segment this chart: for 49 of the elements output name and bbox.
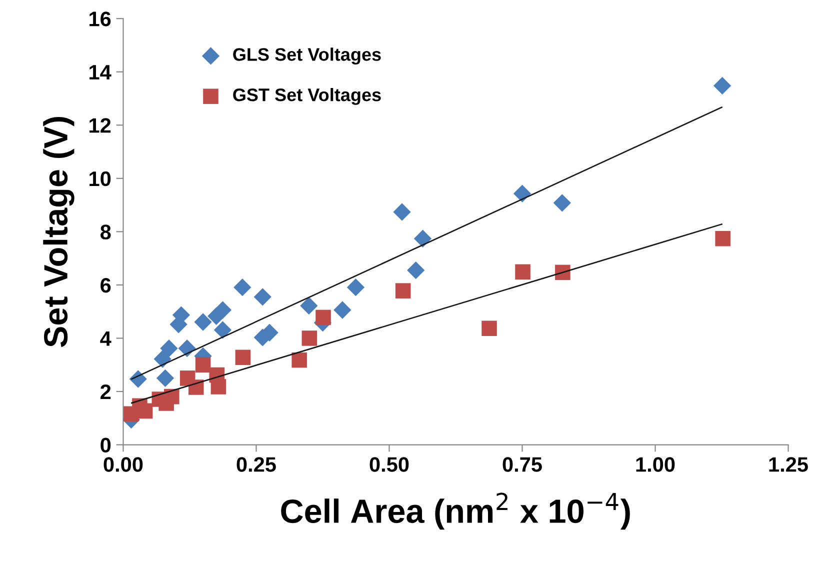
x-tick-label: 1.00 <box>636 457 675 472</box>
y-tick-label: 6 <box>100 278 111 293</box>
x-tick-label: 1.25 <box>769 457 808 472</box>
point <box>406 261 425 280</box>
point <box>156 369 174 388</box>
x-tick-label: 0.25 <box>236 457 276 472</box>
y-tick-label: 10 <box>90 171 111 186</box>
point <box>414 230 432 248</box>
y-tick-label: 14 <box>90 65 112 80</box>
point <box>300 296 318 315</box>
y-tick-label: 0 <box>100 438 111 453</box>
point <box>553 194 571 212</box>
point <box>346 278 365 296</box>
point <box>164 388 180 404</box>
point <box>302 330 318 346</box>
point <box>137 403 153 419</box>
point <box>214 321 232 339</box>
y-axis-title: Set Voltage (V) <box>43 116 74 348</box>
point <box>316 310 331 326</box>
y-tick-label: 4 <box>100 331 112 346</box>
point <box>515 264 530 280</box>
point <box>214 301 232 319</box>
point <box>254 288 272 306</box>
x-tick-label: 0.00 <box>104 457 143 472</box>
point <box>482 320 497 336</box>
point <box>513 184 532 202</box>
x-tick-label: 0.50 <box>370 457 409 472</box>
point <box>235 350 251 366</box>
point <box>234 278 252 296</box>
point <box>395 283 411 298</box>
x-axis-title: Cell Area (nm$^{2}$ x 10$^{−4}$) <box>281 492 630 530</box>
y-tick-label: 2 <box>100 384 111 400</box>
point <box>195 357 211 372</box>
point <box>393 203 411 221</box>
x-tick-label: 0.75 <box>502 457 542 472</box>
legend-label: GST Set Voltages <box>233 88 381 105</box>
point <box>194 313 212 331</box>
point <box>188 380 204 395</box>
point <box>160 340 178 358</box>
y-tick-label: 12 <box>90 118 111 133</box>
point <box>555 264 570 280</box>
point <box>292 352 307 368</box>
legend-label: GLS Set Voltages <box>233 48 381 65</box>
y-tick-label: 16 <box>90 12 111 26</box>
point <box>713 76 732 95</box>
point <box>715 230 730 246</box>
point <box>334 301 352 319</box>
y-tick-label: 8 <box>100 224 111 240</box>
point <box>210 379 226 394</box>
